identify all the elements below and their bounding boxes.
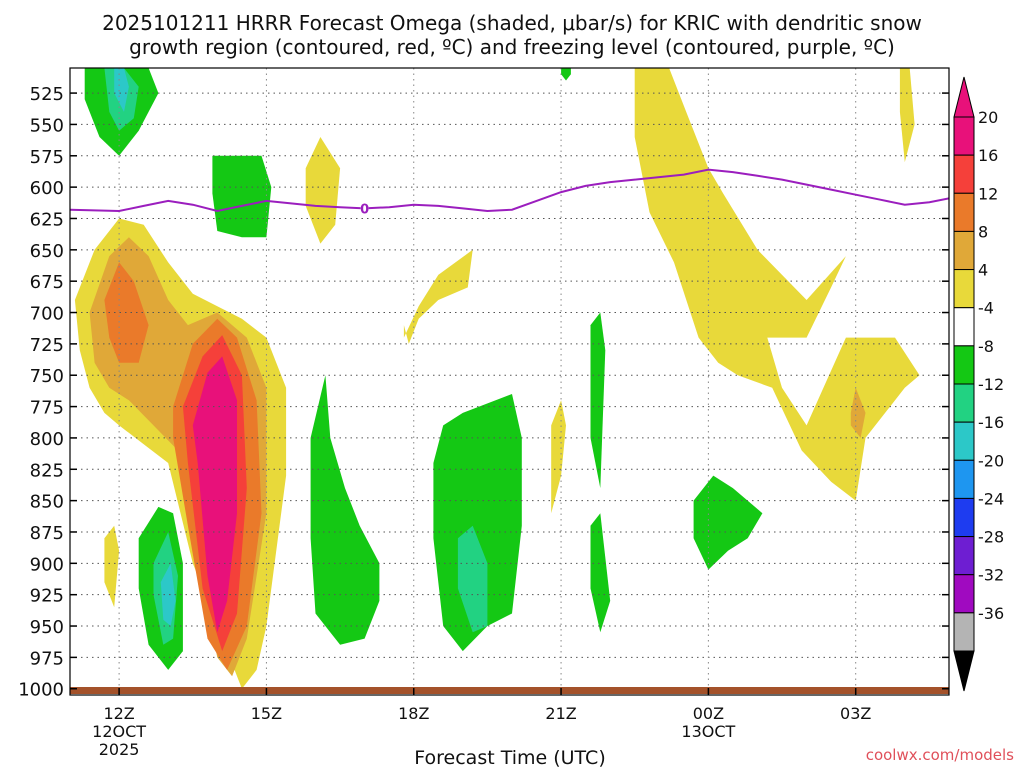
plot-frame [69,67,950,696]
y-tick-label-700: 700 [30,304,64,325]
freezing-level-layer: 0 [70,168,949,217]
omega-region-20 [310,375,380,645]
y-tick-label-725: 725 [30,335,64,356]
colorbar-label-12: -32 [978,566,1004,585]
colorbar-swatch-9 [953,459,975,499]
colorbar-swatch-1 [953,154,975,194]
y-tick-label-675: 675 [30,272,64,293]
y-tick-label-900: 900 [30,554,64,575]
x-tick-label-12Z: 12Z [103,704,134,723]
x-tick-label-00Z: 00Z [693,704,724,723]
omega-region-19 [160,563,176,626]
y-axis: 525 550 575 600 625 650 675 700 725 750 775 800 825 8… [18,84,949,701]
freezing-level-line [70,168,949,213]
freezing-level-label-bg [360,202,369,215]
y-tick-label-625: 625 [30,209,64,230]
x-axis-title: Forecast Time (UTC) [414,747,605,768]
omega-region-9 [634,68,920,501]
colorbar-swatch-4 [953,269,975,309]
y-tick-label-575: 575 [30,147,64,168]
omega-region-23 [590,312,606,489]
colorbar-label-2: 12 [978,184,998,203]
colorbar-swatch-0 [953,116,975,156]
colorbar-label-8: -16 [978,413,1004,432]
x-date-label-12Z: 12OCT [92,722,146,741]
colorbar-swatch-11 [953,536,975,576]
omega-shaded-regions [74,68,920,689]
y-tick-label-750: 750 [30,366,64,387]
colorbar-label-11: -28 [978,528,1004,547]
omega-region-7 [104,525,120,608]
freezing-level-label: 0 [360,202,369,217]
y-tick-label-1000: 1000 [18,680,64,701]
colorbar-swatch-2 [953,192,975,232]
colorbar-label-6: -8 [978,337,994,356]
y-tick-label-800: 800 [30,429,64,450]
omega-region-6 [305,137,341,244]
x-tick-label-18Z: 18Z [398,704,429,723]
colorbar: 20 16 12 8 4 -4 -8 -12 -16 -20 -24 -28 -32 -36 [953,76,1004,692]
colorbar-swatch-10 [953,497,975,538]
omega-region-11 [850,387,866,438]
colorbar-swatch-6 [953,345,975,385]
colorbar-label-7: -12 [978,375,1004,394]
y-tick-label-525: 525 [30,84,64,105]
colorbar-bottom-arrow [953,650,975,692]
x-year-label-12Z: 2025 [99,740,140,759]
x-tick-label-15Z: 15Z [251,704,282,723]
colorbar-label-1: 16 [978,146,998,165]
colorbar-swatch-12 [953,574,975,614]
y-tick-label-950: 950 [30,617,64,638]
colorbar-label-0: 20 [978,108,998,127]
x-tick-label-21Z: 21Z [545,704,576,723]
colorbar-label-5: -4 [978,299,994,318]
omega-region-12 [551,400,566,514]
x-date-label-00Z: 13OCT [681,722,735,741]
omega-region-22 [457,525,488,633]
colorbar-label-9: -20 [978,451,1004,470]
y-tick-label-850: 850 [30,492,64,513]
colorbar-swatch-8 [953,421,975,461]
y-tick-label-875: 875 [30,523,64,544]
chart-title-line-2: growth region (contoured, red, ºC) and f… [129,35,895,59]
chart-title-line-1: 2025101211 HRRR Forecast Omega (shaded, … [102,11,922,35]
y-tick-label-825: 825 [30,460,64,481]
colorbar-label-10: -24 [978,489,1004,508]
y-tick-label-925: 925 [30,586,64,607]
omega-region-15 [114,68,129,112]
credit-text: coolwx.com/models [866,746,1014,764]
colorbar-swatch-3 [953,230,975,271]
colorbar-label-13: -36 [978,604,1004,623]
y-tick-label-600: 600 [30,178,64,199]
ground-strip [70,687,949,694]
colorbar-swatch-5 [953,307,975,347]
x-tick-label-03Z: 03Z [840,704,871,723]
y-tick-label-550: 550 [30,115,64,136]
y-tick-label-775: 775 [30,398,64,419]
colorbar-swatch-7 [953,383,975,423]
colorbar-label-4: 4 [978,261,988,280]
omega-region-26 [561,68,571,81]
omega-region-21 [433,394,522,652]
omega-region-16 [212,155,272,238]
y-tick-label-975: 975 [30,648,64,669]
omega-region-5 [192,356,237,633]
colorbar-label-3: 8 [978,222,988,241]
omega-region-24 [590,513,611,633]
colorbar-swatch-13 [953,612,975,652]
y-tick-label-650: 650 [30,241,64,262]
omega-region-10 [899,68,915,163]
colorbar-top-arrow [953,76,975,118]
omega-region-25 [693,475,763,570]
omega-region-8 [403,249,473,344]
